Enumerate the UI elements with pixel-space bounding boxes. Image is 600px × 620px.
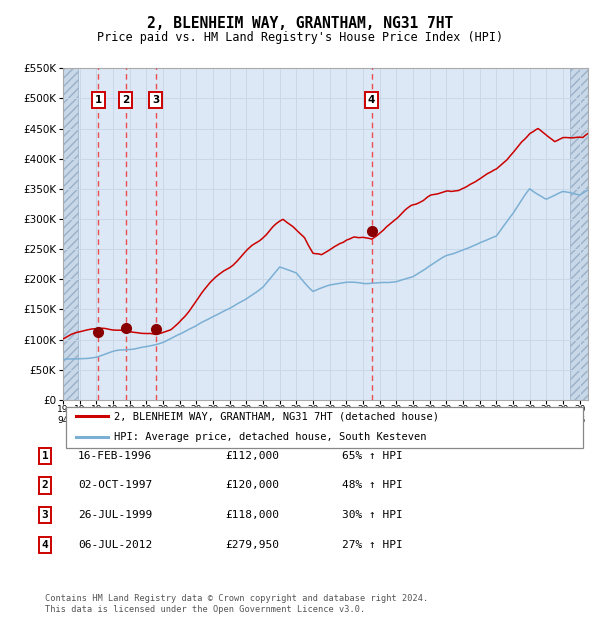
Text: 65% ↑ HPI: 65% ↑ HPI xyxy=(342,451,403,461)
Text: Contains HM Land Registry data © Crown copyright and database right 2024.
This d: Contains HM Land Registry data © Crown c… xyxy=(45,595,428,614)
FancyBboxPatch shape xyxy=(65,407,583,448)
Bar xyxy=(570,68,588,400)
Text: £279,950: £279,950 xyxy=(225,540,279,550)
Bar xyxy=(63,68,79,400)
Text: 48% ↑ HPI: 48% ↑ HPI xyxy=(342,480,403,490)
Text: 3: 3 xyxy=(41,510,49,520)
Text: 26-JUL-1999: 26-JUL-1999 xyxy=(78,510,152,520)
Text: 2: 2 xyxy=(122,95,129,105)
Text: 1: 1 xyxy=(95,95,102,105)
Text: 2: 2 xyxy=(41,480,49,490)
Text: 2, BLENHEIM WAY, GRANTHAM, NG31 7HT (detached house): 2, BLENHEIM WAY, GRANTHAM, NG31 7HT (det… xyxy=(115,411,439,421)
Text: 1: 1 xyxy=(41,451,49,461)
Text: 4: 4 xyxy=(41,540,49,550)
Text: 27% ↑ HPI: 27% ↑ HPI xyxy=(342,540,403,550)
Text: HPI: Average price, detached house, South Kesteven: HPI: Average price, detached house, Sout… xyxy=(115,432,427,442)
Text: £120,000: £120,000 xyxy=(225,480,279,490)
Text: £112,000: £112,000 xyxy=(225,451,279,461)
Text: 2, BLENHEIM WAY, GRANTHAM, NG31 7HT: 2, BLENHEIM WAY, GRANTHAM, NG31 7HT xyxy=(147,16,453,31)
Text: £118,000: £118,000 xyxy=(225,510,279,520)
Text: 16-FEB-1996: 16-FEB-1996 xyxy=(78,451,152,461)
Text: 3: 3 xyxy=(152,95,160,105)
Text: 06-JUL-2012: 06-JUL-2012 xyxy=(78,540,152,550)
Text: 30% ↑ HPI: 30% ↑ HPI xyxy=(342,510,403,520)
Text: 4: 4 xyxy=(368,95,375,105)
Text: 02-OCT-1997: 02-OCT-1997 xyxy=(78,480,152,490)
Text: Price paid vs. HM Land Registry's House Price Index (HPI): Price paid vs. HM Land Registry's House … xyxy=(97,31,503,43)
